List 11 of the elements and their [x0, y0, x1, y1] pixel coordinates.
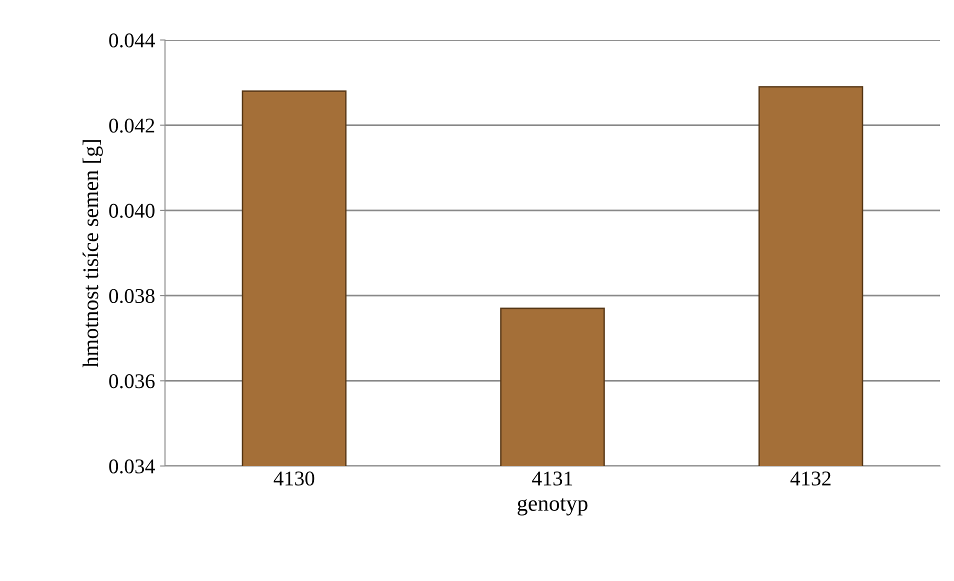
- x-tick-label: 4131: [532, 472, 572, 486]
- y-axis-title: hmotnost tisíce semen [g]: [82, 140, 103, 368]
- x-tick-label: 4130: [274, 471, 314, 486]
- x-axis-title: genotyp: [518, 498, 588, 516]
- y-tick-label: 0.040: [109, 204, 154, 218]
- y-tick-label: 0.036: [109, 374, 155, 388]
- x-tick-label: 4132: [790, 472, 831, 486]
- y-tick-label: 0.038: [109, 288, 154, 304]
- y-tick-label: 0.034: [109, 459, 155, 474]
- y-tick-label: 0.042: [109, 118, 154, 133]
- y-tick-label: 0.044: [109, 33, 155, 48]
